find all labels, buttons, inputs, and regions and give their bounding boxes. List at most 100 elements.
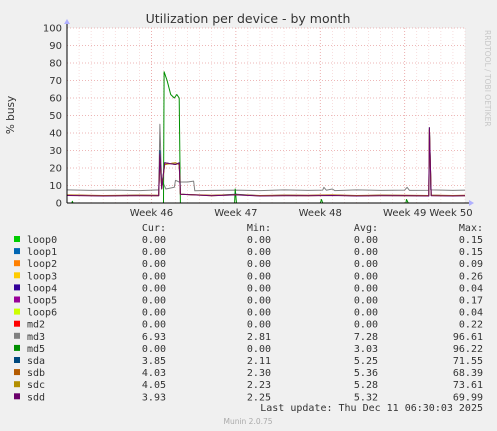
- legend-swatch-loop1: [14, 248, 20, 255]
- legend-value-avg: 5.36: [354, 368, 378, 379]
- legend-value-cur: 0.00: [142, 320, 166, 331]
- legend-swatch-sdd: [14, 393, 20, 400]
- legend-value-max: 0.22: [459, 320, 483, 331]
- legend-value-min: 0.00: [247, 308, 271, 319]
- legend-value-min: 0.00: [247, 320, 271, 331]
- legend-value-min: 0.00: [247, 344, 271, 355]
- legend-name: loop3: [27, 271, 57, 282]
- legend-value-min: 0.00: [247, 247, 271, 258]
- legend-value-min: 0.00: [247, 259, 271, 270]
- munin-version: Munin 2.0.75: [223, 417, 272, 426]
- legend-value-cur: 0.00: [142, 308, 166, 319]
- legend-value-cur: 4.05: [142, 380, 166, 391]
- legend-value-min: 0.00: [247, 283, 271, 294]
- y-axis-arrow: [64, 19, 70, 24]
- legend-value-cur: 3.93: [142, 392, 166, 403]
- legend-swatch-md2: [14, 320, 20, 327]
- legend-name: loop5: [27, 296, 57, 307]
- legend-header-avg: Avg:: [354, 223, 378, 234]
- x-tick-label: Week 46: [130, 208, 173, 219]
- legend-swatch-loop2: [14, 260, 20, 267]
- legend-value-max: 0.04: [459, 283, 483, 294]
- legend-value-max: 0.26: [459, 271, 483, 282]
- legend: Cur: Min: Avg: Max:loop0 0.00 0.00 0.00 0.15loo…: [14, 223, 483, 403]
- legend-swatch-loop3: [14, 272, 20, 279]
- legend-value-avg: 5.28: [354, 380, 378, 391]
- watermark: RRDTOOL / TOBI OETIKER: [483, 30, 492, 127]
- legend-value-avg: 7.28: [354, 332, 378, 343]
- y-tick-label: 90: [49, 41, 62, 52]
- x-tick-label: Week 48: [299, 208, 342, 219]
- legend-value-min: 2.81: [247, 332, 271, 343]
- legend-name: md3: [27, 332, 45, 343]
- legend-value-avg: 0.00: [354, 259, 378, 270]
- legend-value-min: 0.00: [247, 235, 271, 246]
- legend-header-cur: Cur:: [142, 223, 166, 234]
- legend-value-min: 2.11: [247, 356, 271, 367]
- legend-value-min: 2.25: [247, 392, 271, 403]
- y-tick-label: 10: [49, 181, 62, 192]
- legend-value-avg: 0.00: [354, 320, 378, 331]
- legend-swatch-loop0: [14, 236, 20, 242]
- y-axis-label: % busy: [5, 96, 17, 134]
- legend-name: sdd: [27, 392, 45, 403]
- legend-value-cur: 0.00: [142, 271, 166, 282]
- legend-name: loop6: [27, 308, 57, 319]
- legend-value-cur: 6.93: [142, 332, 166, 343]
- x-tick-label: Week 47: [214, 208, 257, 219]
- legend-value-avg: 0.00: [354, 247, 378, 258]
- legend-name: sdc: [27, 380, 45, 391]
- legend-header-max: Max:: [459, 223, 483, 234]
- legend-value-cur: 0.00: [142, 259, 166, 270]
- legend-value-avg: 0.00: [354, 283, 378, 294]
- legend-value-avg: 0.00: [354, 271, 378, 282]
- legend-value-avg: 5.32: [354, 392, 378, 403]
- y-tick-label: 20: [49, 164, 62, 175]
- legend-value-max: 0.09: [459, 259, 483, 270]
- chart-title: Utilization per device - by month: [146, 11, 351, 26]
- legend-value-max: 73.61: [453, 380, 483, 391]
- y-tick-label: 40: [49, 129, 62, 140]
- legend-value-max: 96.22: [453, 344, 483, 355]
- legend-swatch-sdc: [14, 381, 20, 388]
- legend-swatch-sda: [14, 357, 20, 363]
- legend-name: loop2: [27, 259, 57, 270]
- x-axis-arrow: [469, 200, 474, 206]
- legend-header-min: Min:: [247, 223, 271, 234]
- y-tick-label: 0: [56, 199, 62, 210]
- legend-value-cur: 4.03: [142, 368, 166, 379]
- legend-swatch-md3: [14, 332, 20, 339]
- legend-value-max: 69.99: [453, 392, 483, 403]
- legend-swatch-loop5: [14, 296, 20, 303]
- y-tick-label: 70: [49, 76, 62, 87]
- legend-name: md5: [27, 344, 45, 355]
- legend-swatch-loop6: [14, 308, 20, 315]
- legend-value-avg: 0.00: [354, 235, 378, 246]
- y-tick-label: 60: [49, 94, 62, 105]
- legend-swatch-loop4: [14, 284, 20, 291]
- legend-value-max: 0.04: [459, 308, 483, 319]
- axes: 0 10 20 30 40 50 60 70 80 90 100 Week 46 Week 47 Week…: [43, 19, 474, 219]
- legend-name: loop4: [27, 283, 57, 294]
- legend-value-min: 0.00: [247, 296, 271, 307]
- y-tick-label: 80: [49, 59, 62, 70]
- legend-value-min: 2.30: [247, 368, 271, 379]
- legend-name: sdb: [27, 368, 45, 379]
- legend-value-min: 2.23: [247, 380, 271, 391]
- legend-value-cur: 0.00: [142, 344, 166, 355]
- legend-value-cur: 0.00: [142, 283, 166, 294]
- last-update: Last update: Thu Dec 11 06:30:03 2025: [260, 403, 483, 414]
- legend-value-max: 0.15: [459, 247, 483, 258]
- legend-name: loop0: [27, 235, 57, 246]
- legend-value-min: 0.00: [247, 271, 271, 282]
- legend-name: loop1: [27, 247, 57, 258]
- legend-value-avg: 5.25: [354, 356, 378, 367]
- legend-swatch-md5: [14, 344, 20, 351]
- series-line-sdd: [66, 127, 466, 197]
- legend-value-max: 0.17: [459, 296, 483, 307]
- legend-value-avg: 3.03: [354, 344, 378, 355]
- legend-value-cur: 3.85: [142, 356, 166, 367]
- x-tick-label: Week 49: [383, 208, 426, 219]
- legend-value-cur: 0.00: [142, 247, 166, 258]
- legend-name: md2: [27, 320, 45, 331]
